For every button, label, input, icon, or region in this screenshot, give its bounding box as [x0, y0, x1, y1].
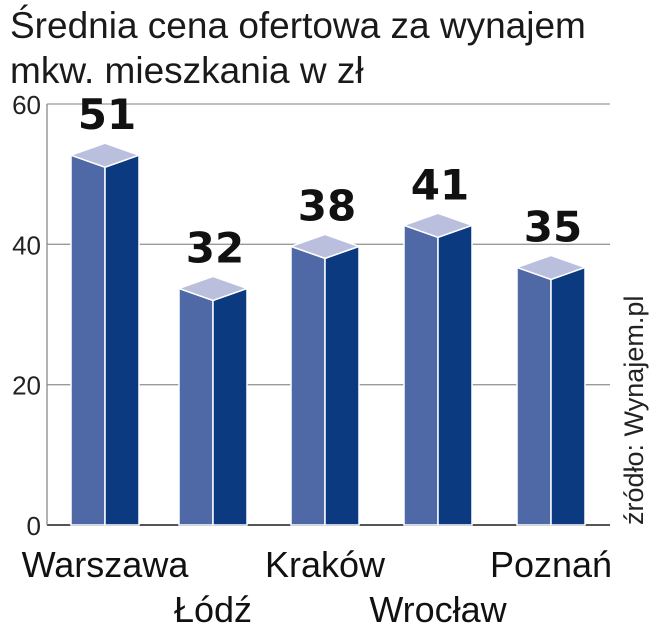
bar-front-face	[403, 224, 439, 526]
y-axis-ticks: 0 20 40 60	[12, 90, 41, 541]
bar-side-face	[437, 224, 473, 526]
value-label: 35	[524, 202, 582, 251]
value-labels: 51 32 38 41 35	[78, 90, 582, 272]
y-tick-label: 0	[27, 511, 41, 541]
bars	[68, 142, 588, 526]
bar-side-face	[550, 266, 586, 526]
bar-front-face	[178, 287, 214, 526]
bar-top-face	[514, 254, 588, 281]
bar-top-face	[401, 212, 475, 239]
bar-top-face	[176, 275, 250, 302]
bar-side-face	[212, 287, 248, 526]
bar	[68, 142, 142, 526]
category-label: Warszawa	[22, 544, 190, 585]
category-label: Kraków	[265, 544, 386, 585]
bar-front-face	[70, 154, 106, 526]
bar-side-face	[104, 154, 140, 526]
bar-top-face	[68, 142, 142, 168]
category-label: Wrocław	[369, 589, 507, 630]
chart-subtitle: mkw. mieszkania w zł	[10, 50, 364, 91]
bar	[514, 254, 588, 526]
bar-top-face	[288, 233, 362, 260]
source-note: źródło: Wynajem.pl	[619, 296, 649, 525]
value-label: 41	[411, 160, 469, 209]
category-label: Poznań	[490, 544, 612, 585]
bar-side-face	[324, 245, 360, 526]
value-label: 51	[78, 90, 136, 139]
category-label: Łódź	[174, 589, 252, 630]
bar	[401, 212, 475, 526]
y-tick-label: 40	[12, 230, 41, 260]
y-tick-label: 60	[12, 90, 41, 120]
chart-title: Średnia cena ofertowa za wynajem	[10, 4, 586, 46]
value-label: 38	[298, 181, 356, 230]
bar-front-face	[516, 266, 552, 526]
bar	[288, 233, 362, 526]
bar-front-face	[290, 245, 326, 526]
y-tick-label: 20	[12, 371, 41, 401]
bar	[176, 275, 250, 526]
value-label: 32	[186, 223, 244, 272]
